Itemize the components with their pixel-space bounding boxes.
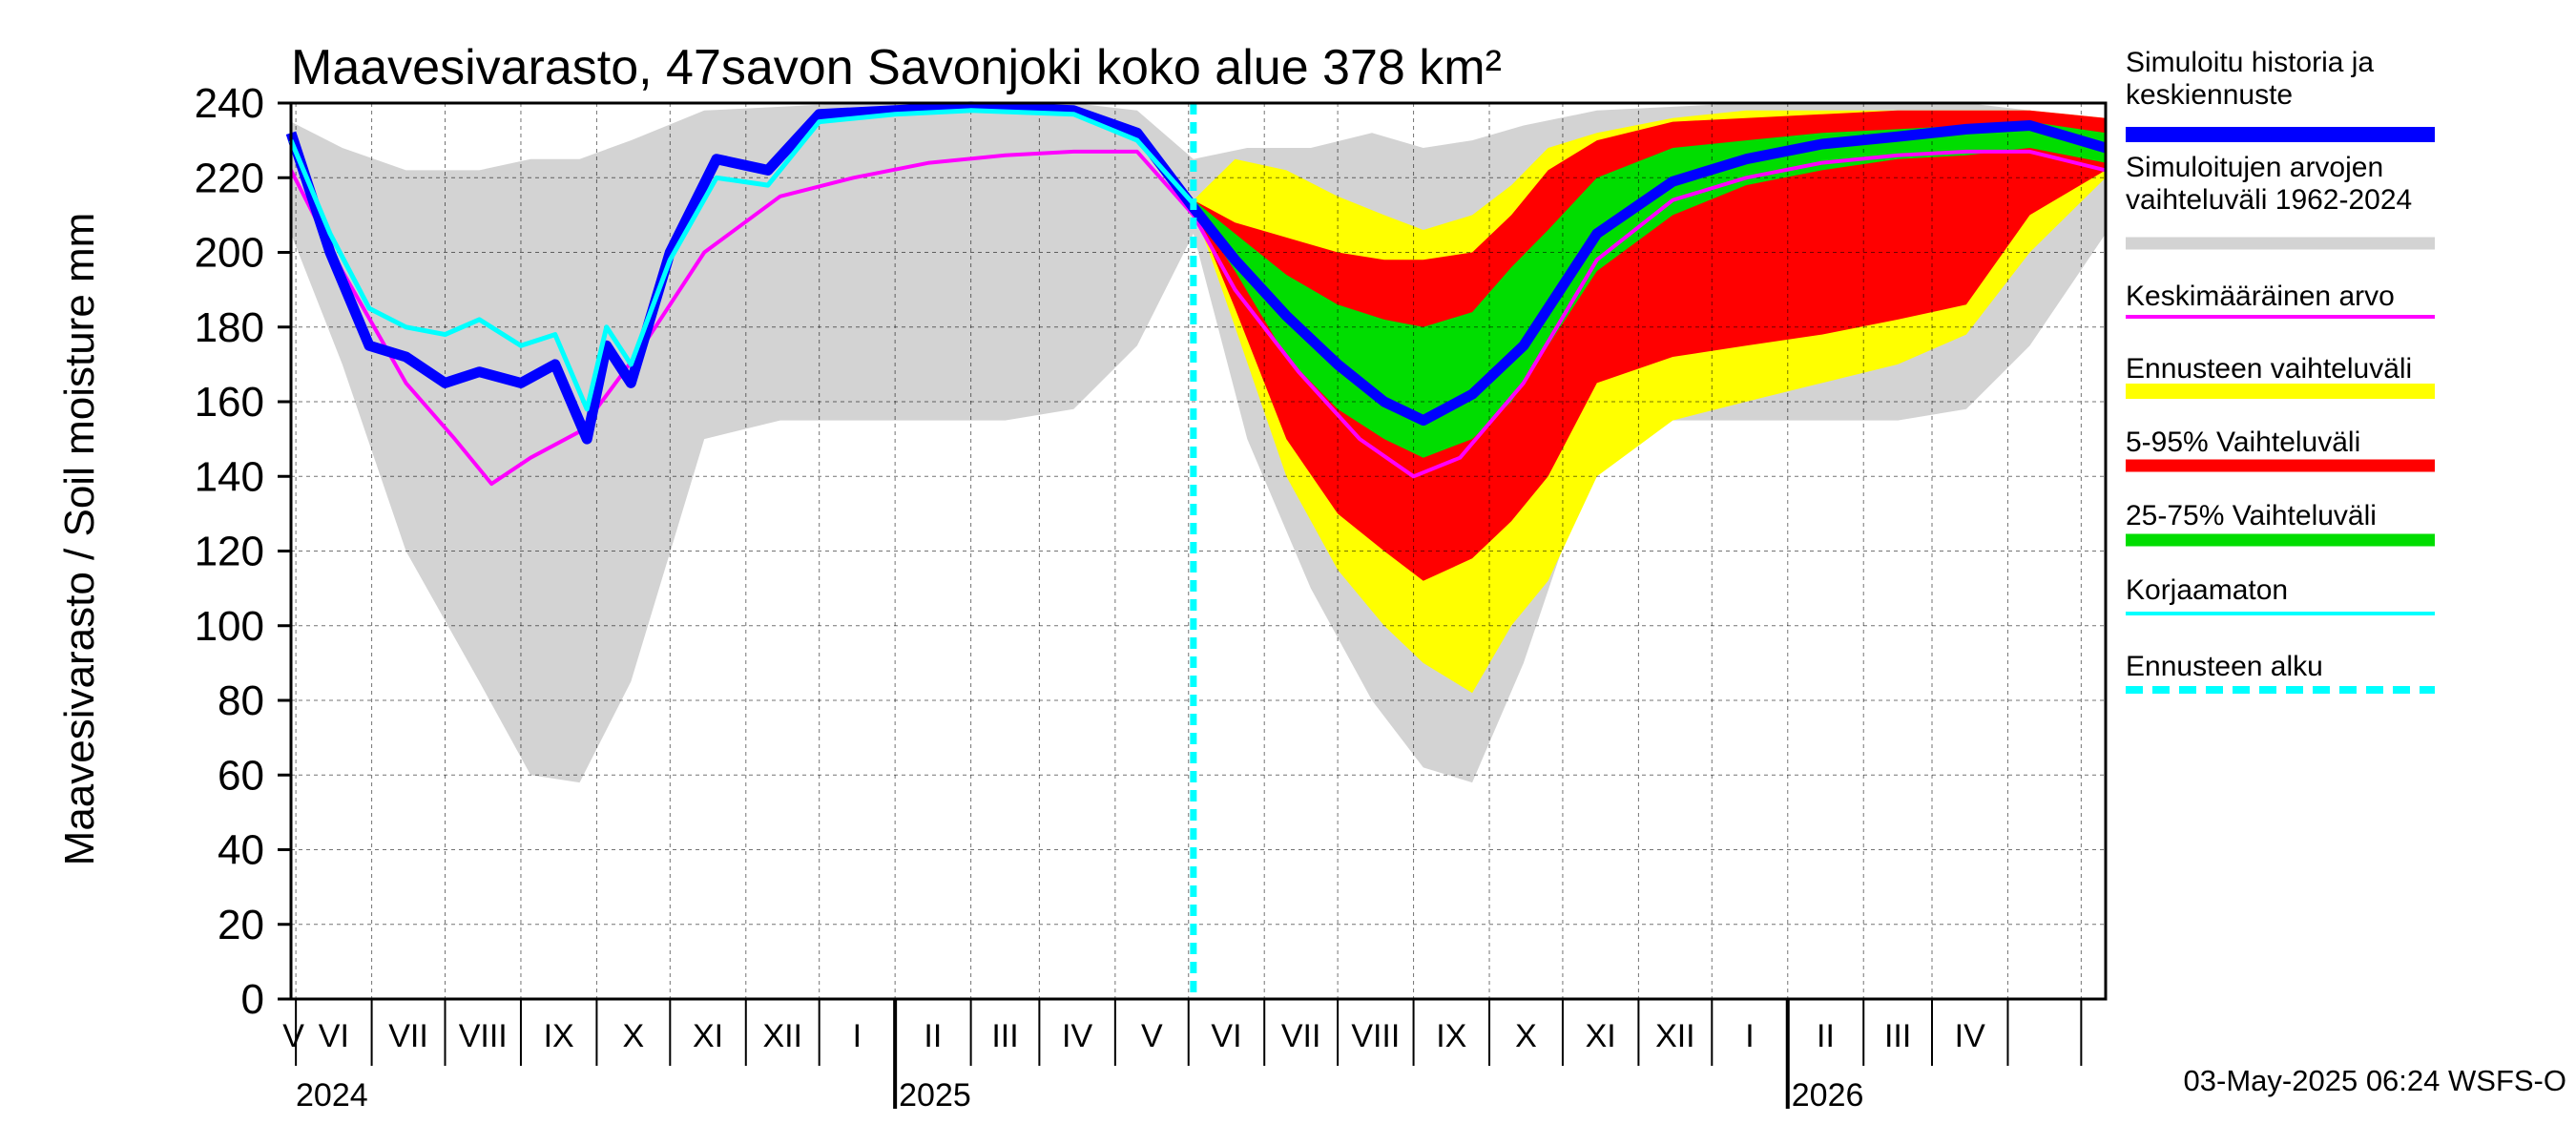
year-label: 2024 bbox=[296, 1077, 368, 1114]
month-label: III bbox=[991, 1018, 1018, 1054]
month-label: VIII bbox=[1351, 1018, 1400, 1054]
legend: Simuloitu historia ja keskiennuste Simuloi… bbox=[2126, 47, 2435, 694]
y-tick-label: 20 bbox=[218, 902, 264, 948]
month-label: V bbox=[282, 1018, 304, 1054]
y-tick-label: 160 bbox=[195, 379, 264, 426]
month-label: I bbox=[1745, 1018, 1754, 1054]
legend-label: Simuloitujen arvojen vaihteluväli 1962-20… bbox=[2126, 152, 2412, 216]
y-tick-label: 140 bbox=[195, 453, 264, 500]
line-korjaamaton bbox=[288, 108, 1195, 412]
month-label: IX bbox=[1436, 1018, 1466, 1054]
y-tick-label: 120 bbox=[195, 529, 264, 575]
legend-item: 5-95% Vaihteluväli bbox=[2126, 427, 2435, 472]
month-label: VII bbox=[388, 1018, 428, 1054]
chart-title: Maavesivarasto, 47savon Savonjoki koko a… bbox=[291, 40, 1502, 95]
month-label: X bbox=[1515, 1018, 1537, 1054]
month-label: VI bbox=[1211, 1018, 1241, 1054]
y-tick-label: 180 bbox=[195, 304, 264, 351]
line-keskim-r-inen-arvo bbox=[289, 149, 2107, 487]
legend-label: 25-75% Vaihteluväli bbox=[2126, 500, 2377, 531]
month-label: IV bbox=[1955, 1018, 1985, 1054]
legend-item: Korjaamaton bbox=[2126, 574, 2435, 615]
y-tick-label: 60 bbox=[218, 752, 264, 799]
y-tick-label: 40 bbox=[218, 827, 264, 874]
month-label: X bbox=[623, 1018, 645, 1054]
month-label: XII bbox=[762, 1018, 802, 1054]
month-label: II bbox=[1817, 1018, 1835, 1054]
legend-item: Ennusteen alku bbox=[2126, 651, 2435, 694]
month-label: IX bbox=[544, 1018, 574, 1054]
y-tick-label: 100 bbox=[195, 603, 264, 650]
band-2 bbox=[1193, 110, 2106, 581]
legend-label: 5-95% Vaihteluväli bbox=[2126, 427, 2360, 458]
legend-item: Keskimääräinen arvo bbox=[2126, 281, 2435, 319]
month-label: V bbox=[1141, 1018, 1163, 1054]
y-tick-label: 80 bbox=[218, 677, 264, 724]
month-label: XII bbox=[1655, 1018, 1695, 1054]
legend-item: Simuloitu historia ja keskiennuste bbox=[2126, 47, 2435, 142]
month-label: III bbox=[1884, 1018, 1911, 1054]
y-axis-label: Maavesivarasto / Soil moisture mm bbox=[56, 213, 103, 866]
month-label: I bbox=[853, 1018, 862, 1054]
month-label: XI bbox=[693, 1018, 723, 1054]
legend-item: 25-75% Vaihteluväli bbox=[2126, 500, 2435, 547]
y-tick-label: 220 bbox=[195, 155, 264, 201]
y-tick-label: 240 bbox=[195, 80, 264, 127]
y-tick-label: 0 bbox=[241, 976, 264, 1023]
legend-item: Simuloitujen arvojen vaihteluväli 1962-20… bbox=[2126, 152, 2435, 250]
legend-label: Ennusteen alku bbox=[2126, 651, 2323, 682]
legend-label: Ennusteen vaihteluväli bbox=[2126, 353, 2412, 385]
month-label: VIII bbox=[459, 1018, 508, 1054]
month-label: VI bbox=[319, 1018, 349, 1054]
month-label: VII bbox=[1281, 1018, 1321, 1054]
timestamp-label: 03-May-2025 06:24 WSFS-O bbox=[2184, 1064, 2566, 1097]
year-label: 2025 bbox=[899, 1077, 971, 1114]
month-label: IV bbox=[1062, 1018, 1092, 1054]
y-tick-label: 200 bbox=[195, 230, 264, 277]
month-label: II bbox=[924, 1018, 942, 1054]
legend-label: Simuloitu historia ja keskiennuste bbox=[2126, 47, 2374, 111]
legend-item: Ennusteen vaihteluväli bbox=[2126, 353, 2435, 399]
month-label: XI bbox=[1586, 1018, 1616, 1054]
line-simuloitu-historia-ja-keskiennuste bbox=[285, 101, 2108, 445]
legend-label: Keskimääräinen arvo bbox=[2126, 281, 2395, 312]
legend-label: Korjaamaton bbox=[2126, 574, 2288, 606]
year-label: 2026 bbox=[1792, 1077, 1864, 1114]
band-3 bbox=[1193, 121, 2106, 458]
